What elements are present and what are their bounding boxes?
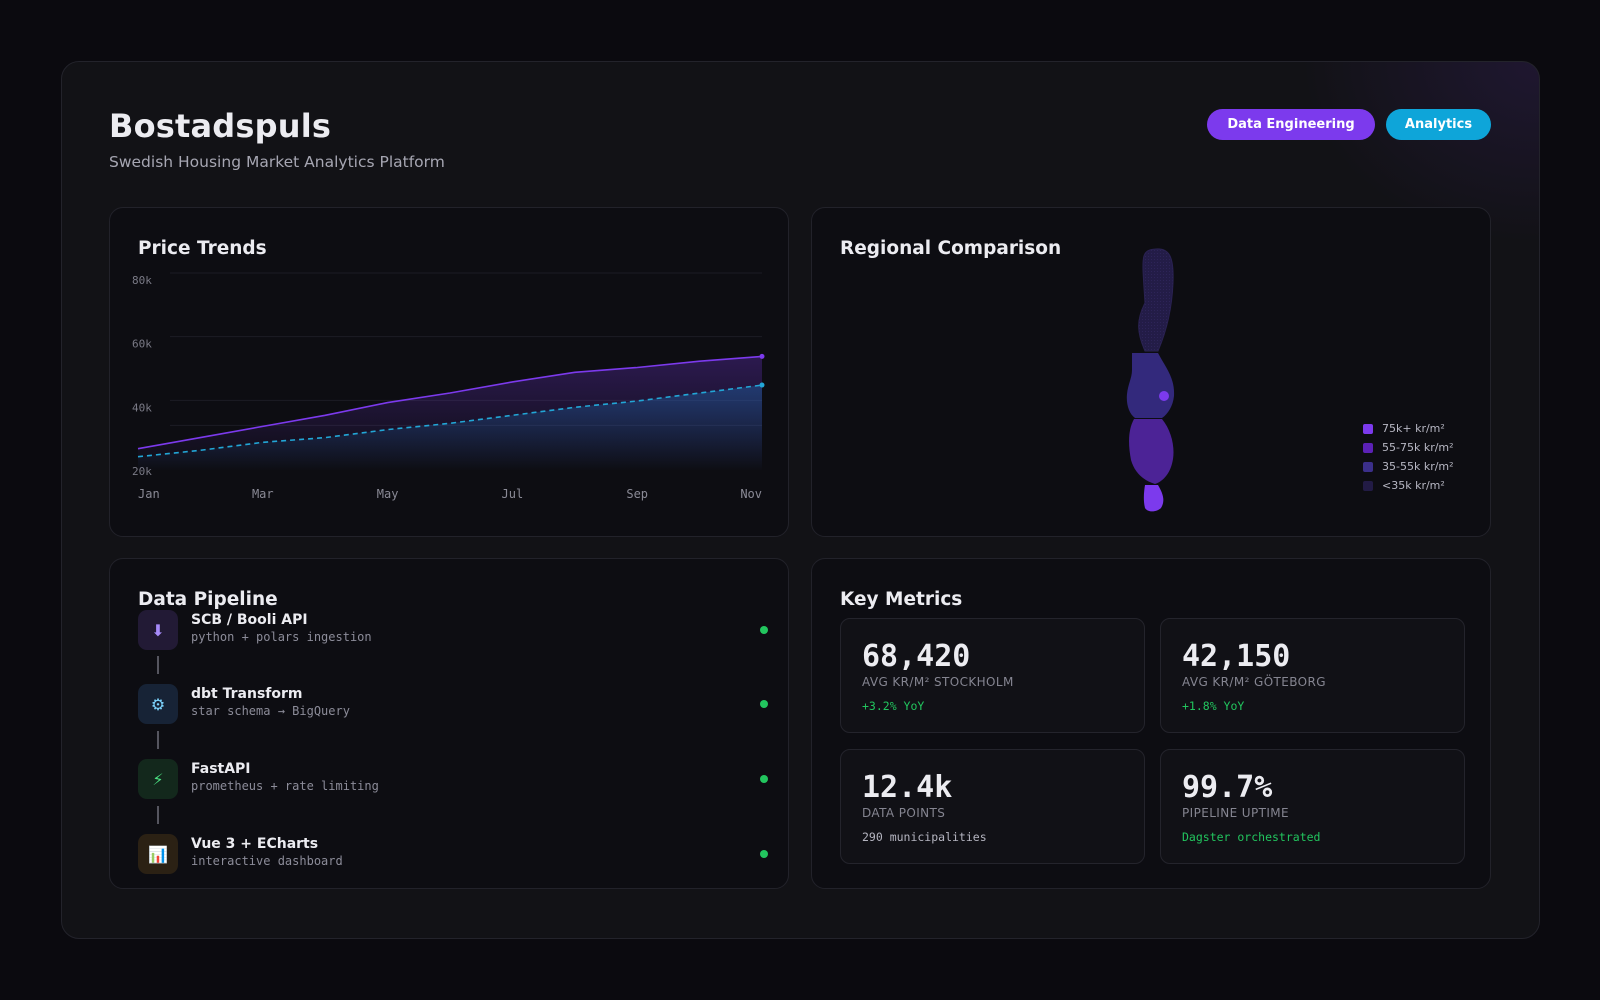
pipeline-connector [157, 656, 159, 674]
x-tick-label: Nov [740, 487, 762, 501]
legend-swatch [1363, 461, 1373, 472]
data-pipeline-card: Data Pipeline ⬇ SCB / Booli API python +… [109, 558, 789, 889]
region-skane[interactable] [1143, 485, 1164, 512]
legend-label: <35k kr/m² [1382, 479, 1445, 492]
legend-label: 55-75k kr/m² [1382, 441, 1454, 454]
badge-data-engineering[interactable]: Data Engineering [1207, 109, 1375, 140]
price-trends-card: Price Trends 80k 60k 40k 20k Jan Mar May Jul Sep… [109, 207, 789, 537]
metric-card-stockholm[interactable]: 68,420 AVG KR/M² STOCKHOLM +3.2% YoY [840, 618, 1145, 733]
region-gotaland[interactable] [1129, 419, 1174, 484]
status-indicator [760, 700, 768, 708]
page-title: Bostadspuls [109, 107, 332, 145]
metric-value: 42,150 [1182, 639, 1291, 674]
stockholm-marker[interactable] [1159, 391, 1169, 401]
region-svealand[interactable] [1126, 353, 1175, 418]
metric-change: +3.2% YoY [862, 699, 925, 713]
status-indicator [760, 775, 768, 783]
bar-chart-icon: 📊 [138, 834, 178, 874]
x-tick-label: Mar [252, 487, 274, 501]
legend-swatch [1363, 442, 1373, 453]
price-trends-title: Price Trends [138, 238, 267, 259]
pipeline-step-name: dbt Transform [191, 686, 303, 702]
pipeline-step-api[interactable]: ⚡ FastAPI prometheus + rate limiting [138, 759, 768, 799]
regional-comparison-title: Regional Comparison [840, 238, 1062, 259]
metric-label: AVG KR/M² STOCKHOLM [862, 675, 1014, 689]
metric-value: 68,420 [862, 639, 971, 674]
region-norrland[interactable] [1138, 248, 1174, 352]
metric-value: 12.4k [862, 770, 953, 805]
metric-card-data-points[interactable]: 12.4k DATA POINTS 290 municipalities [840, 749, 1145, 864]
x-tick-label: Jan [138, 487, 160, 501]
metric-label: AVG KR/M² GÖTEBORG [1182, 675, 1326, 689]
legend-label: 75k+ kr/m² [1382, 422, 1445, 435]
y-tick-label: 40k [132, 401, 152, 414]
x-tick-label: Jul [502, 487, 524, 501]
lightning-icon: ⚡ [138, 759, 178, 799]
x-tick-label: Sep [626, 487, 648, 501]
legend-swatch [1363, 480, 1373, 491]
x-tick-label: May [377, 487, 399, 501]
series-purple-endpoint [759, 353, 765, 359]
pipeline-step-desc: prometheus + rate limiting [191, 779, 379, 793]
pipeline-connector [157, 731, 159, 749]
series-blue-area [138, 385, 762, 471]
metric-card-goteborg[interactable]: 42,150 AVG KR/M² GÖTEBORG +1.8% YoY [1160, 618, 1465, 733]
pipeline-step-transform[interactable]: ⚙ dbt Transform star schema → BigQuery [138, 684, 768, 724]
pipeline-connector [157, 806, 159, 824]
pipeline-step-name: SCB / Booli API [191, 612, 308, 628]
pipeline-step-dashboard[interactable]: 📊 Vue 3 + ECharts interactive dashboard [138, 834, 768, 874]
y-tick-label: 80k [132, 274, 152, 287]
legend-item: 55-75k kr/m² [1363, 438, 1454, 457]
metric-label: DATA POINTS [862, 806, 946, 820]
series-blue-line [137, 384, 763, 458]
metric-value: 99.7% [1182, 770, 1273, 805]
data-pipeline-title: Data Pipeline [138, 589, 278, 610]
status-indicator [760, 626, 768, 634]
metric-change: +1.8% YoY [1182, 699, 1245, 713]
badge-analytics[interactable]: Analytics [1386, 109, 1491, 140]
regional-comparison-card: Regional Comparison 75k+ kr/m² 55-75k kr… [811, 207, 1491, 537]
gear-icon: ⚙ [138, 684, 178, 724]
sweden-map[interactable] [812, 208, 1492, 538]
key-metrics-title: Key Metrics [840, 589, 963, 610]
pipeline-step-desc: python + polars ingestion [191, 630, 372, 644]
series-purple-line [137, 355, 763, 450]
legend-label: 35-55k kr/m² [1382, 460, 1454, 473]
legend-swatch [1363, 423, 1373, 434]
metric-detail: Dagster orchestrated [1182, 830, 1321, 844]
pipeline-step-name: Vue 3 + ECharts [191, 836, 319, 852]
legend-item: 35-55k kr/m² [1363, 457, 1454, 476]
status-indicator [760, 850, 768, 858]
legend-item: <35k kr/m² [1363, 476, 1454, 495]
pipeline-step-name: FastAPI [191, 761, 251, 777]
metric-card-uptime[interactable]: 99.7% PIPELINE UPTIME Dagster orchestrat… [1160, 749, 1465, 864]
legend-item: 75k+ kr/m² [1363, 419, 1454, 438]
pipeline-step-ingestion[interactable]: ⬇ SCB / Booli API python + polars ingest… [138, 610, 768, 650]
pipeline-step-desc: star schema → BigQuery [191, 704, 350, 718]
series-blue-endpoint [759, 382, 765, 388]
pipeline-step-desc: interactive dashboard [191, 854, 343, 868]
download-icon: ⬇ [138, 610, 178, 650]
key-metrics-card: Key Metrics 68,420 AVG KR/M² STOCKHOLM +… [811, 558, 1491, 889]
map-legend: 75k+ kr/m² 55-75k kr/m² 35-55k kr/m² <35… [1363, 419, 1454, 495]
y-tick-label: 60k [132, 338, 152, 351]
metric-detail: 290 municipalities [862, 830, 987, 844]
page-subtitle: Swedish Housing Market Analytics Platfor… [109, 153, 445, 171]
metric-label: PIPELINE UPTIME [1182, 806, 1290, 820]
